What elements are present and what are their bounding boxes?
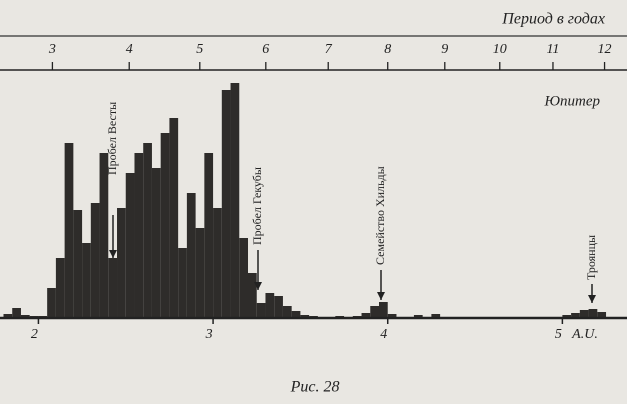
bar	[213, 208, 222, 318]
bar	[64, 143, 74, 318]
annotation-arrowhead	[109, 250, 117, 258]
bar	[12, 308, 21, 318]
annotation-arrowhead	[377, 292, 385, 300]
x2-tick-label: 3	[48, 42, 56, 57]
bar	[169, 118, 179, 318]
planet-label: Юпитер	[544, 93, 601, 109]
bar	[20, 315, 30, 318]
bar	[291, 311, 301, 318]
bar	[387, 314, 397, 318]
annotation: Троянцы	[584, 235, 598, 280]
bar	[597, 312, 607, 318]
bar	[274, 296, 283, 318]
bar	[204, 153, 214, 318]
bar	[90, 203, 100, 318]
bar	[125, 173, 135, 318]
x-unit-label: A.U.	[571, 327, 598, 342]
annotation: Пробел Весты	[105, 102, 119, 175]
x2-tick-label: 9	[441, 42, 448, 57]
bar	[370, 306, 379, 318]
x2-tick-label: 5	[196, 42, 203, 57]
annotation: Семейство Хильды	[373, 166, 387, 265]
bar	[151, 168, 161, 318]
x2-tick-label: 4	[126, 42, 133, 57]
x2-tick-label: 7	[325, 42, 333, 57]
bar	[108, 258, 118, 318]
bar	[55, 258, 65, 318]
x2-tick-label: 12	[598, 42, 612, 57]
x-tick-label: 5	[555, 327, 562, 342]
annotation: Пробел Гекубы	[250, 167, 264, 245]
bar	[248, 273, 257, 318]
top-axis-title: Период в годах	[501, 11, 605, 28]
bar	[413, 315, 423, 318]
bar	[579, 310, 589, 318]
x2-tick-label: 10	[493, 42, 507, 57]
caption: Рис. 28	[290, 379, 340, 396]
bar	[186, 193, 196, 318]
bar	[378, 302, 388, 318]
bar	[588, 309, 598, 318]
bar	[99, 153, 109, 318]
annotation-arrowhead	[588, 295, 596, 303]
bar	[562, 315, 572, 318]
bar	[160, 133, 170, 318]
bar	[134, 153, 144, 318]
bar	[73, 210, 83, 318]
x-tick-label: 3	[205, 327, 213, 342]
bar	[195, 228, 205, 318]
bar	[230, 83, 240, 318]
bar	[3, 314, 13, 318]
bar	[571, 313, 580, 318]
bar	[256, 303, 266, 318]
x-tick-label: 4	[380, 327, 387, 342]
x2-tick-label: 11	[546, 42, 559, 57]
bar	[143, 143, 152, 318]
bar	[178, 248, 187, 318]
bar	[300, 315, 310, 318]
bar	[431, 314, 441, 318]
bar	[265, 293, 275, 318]
bar	[47, 288, 56, 318]
x2-tick-label: 8	[384, 42, 391, 57]
bar	[282, 306, 292, 318]
bar	[221, 90, 231, 318]
x-tick-label: 2	[31, 327, 38, 342]
bar	[239, 238, 249, 318]
bar	[117, 208, 126, 318]
annotation-arrowhead	[254, 282, 262, 290]
x2-tick-label: 6	[262, 42, 269, 57]
bar	[361, 313, 371, 318]
bar	[82, 243, 91, 318]
